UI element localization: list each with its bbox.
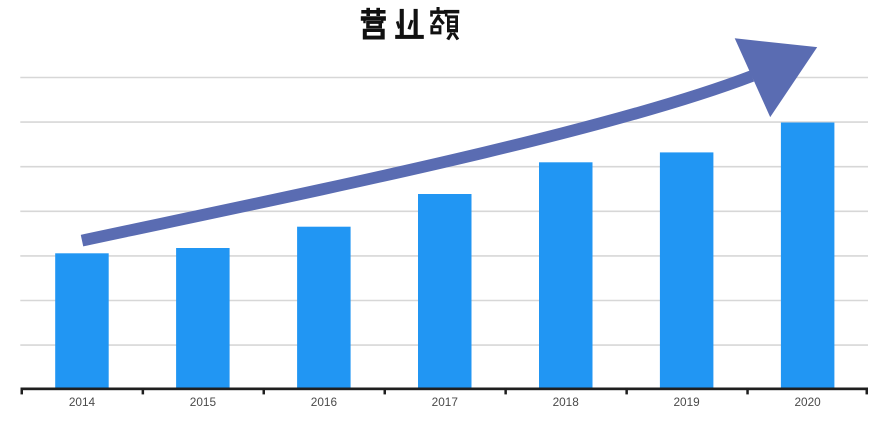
svg-text:2014: 2014 [69,395,96,409]
svg-text:2017: 2017 [432,395,458,409]
svg-text:2019: 2019 [673,395,699,409]
svg-text:2016: 2016 [311,395,338,409]
svg-text:2020: 2020 [794,395,821,409]
svg-text:2018: 2018 [553,395,580,409]
svg-text:2015: 2015 [190,395,217,409]
